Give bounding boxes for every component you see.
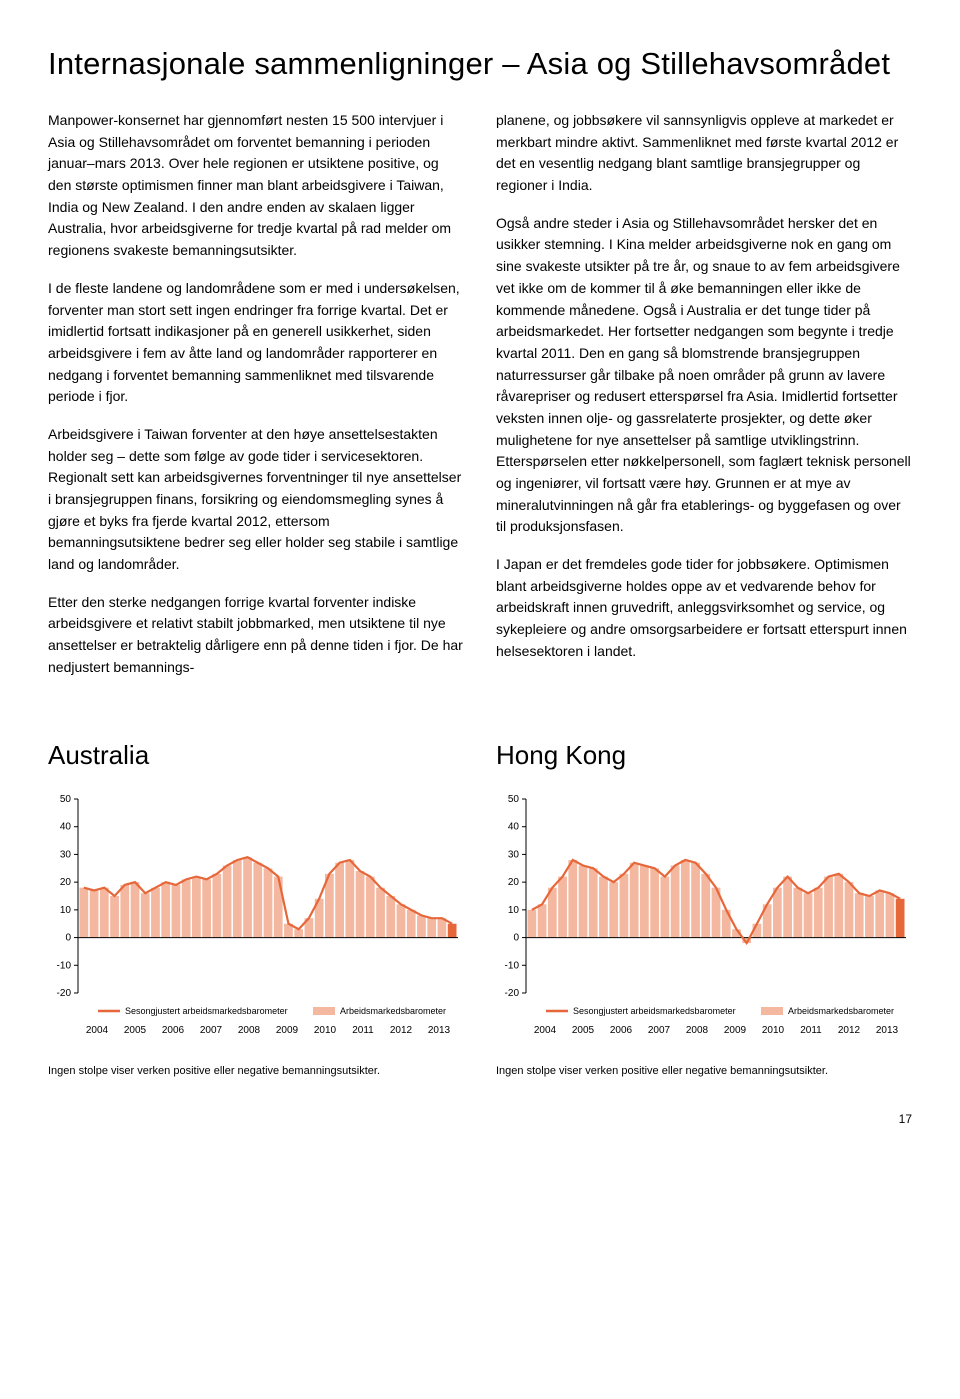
svg-text:-10: -10	[57, 960, 72, 971]
svg-text:2011: 2011	[352, 1025, 374, 1036]
svg-text:2009: 2009	[724, 1025, 747, 1036]
charts-row: Australia 50403020100-10-20Sesongjustert…	[48, 735, 912, 1080]
svg-text:40: 40	[508, 822, 520, 833]
chart-footnote: Ingen stolpe viser verken positive eller…	[48, 1063, 464, 1080]
svg-text:-10: -10	[505, 960, 520, 971]
chart-hongkong: Hong Kong 50403020100-10-20Sesongjustert…	[496, 735, 912, 1080]
right-column: planene, og jobbsøkere vil sannsynligvis…	[496, 110, 912, 695]
svg-text:20: 20	[60, 877, 72, 888]
svg-text:30: 30	[508, 849, 520, 860]
svg-text:Arbeidsmarkedsbarometer: Arbeidsmarkedsbarometer	[340, 1006, 446, 1016]
paragraph: Etter den sterke nedgangen forrige kvart…	[48, 592, 464, 679]
paragraph: planene, og jobbsøkere vil sannsynligvis…	[496, 110, 912, 197]
chart-title: Australia	[48, 735, 464, 775]
svg-text:2006: 2006	[162, 1025, 185, 1036]
svg-text:2011: 2011	[800, 1025, 822, 1036]
left-column: Manpower-konsernet har gjennomført neste…	[48, 110, 464, 695]
svg-text:2005: 2005	[572, 1025, 595, 1036]
svg-text:2012: 2012	[838, 1025, 861, 1036]
chart-svg: 50403020100-10-20Sesongjustert arbeidsma…	[496, 793, 912, 1053]
svg-text:2012: 2012	[390, 1025, 413, 1036]
chart-australia: Australia 50403020100-10-20Sesongjustert…	[48, 735, 464, 1080]
paragraph: Arbeidsgivere i Taiwan forventer at den …	[48, 424, 464, 576]
svg-text:2010: 2010	[314, 1025, 337, 1036]
svg-text:50: 50	[508, 794, 520, 805]
svg-text:-20: -20	[505, 988, 520, 999]
chart-svg: 50403020100-10-20Sesongjustert arbeidsma…	[48, 793, 464, 1053]
svg-text:Arbeidsmarkedsbarometer: Arbeidsmarkedsbarometer	[788, 1006, 894, 1016]
svg-text:2008: 2008	[238, 1025, 261, 1036]
svg-text:30: 30	[60, 849, 72, 860]
chart-title: Hong Kong	[496, 735, 912, 775]
svg-text:40: 40	[60, 822, 72, 833]
page-number: 17	[48, 1110, 912, 1129]
paragraph: I de fleste landene og landområdene som …	[48, 278, 464, 408]
svg-text:0: 0	[65, 932, 71, 943]
svg-text:2006: 2006	[610, 1025, 633, 1036]
svg-text:Sesongjustert arbeidsmarkedsba: Sesongjustert arbeidsmarkedsbarometer	[125, 1006, 288, 1016]
svg-text:2007: 2007	[648, 1025, 671, 1036]
svg-text:2013: 2013	[876, 1025, 899, 1036]
paragraph: Manpower-konsernet har gjennomført neste…	[48, 110, 464, 262]
svg-text:2004: 2004	[534, 1025, 557, 1036]
svg-text:10: 10	[60, 905, 72, 916]
svg-text:0: 0	[513, 932, 519, 943]
svg-text:2013: 2013	[428, 1025, 451, 1036]
paragraph: Også andre steder i Asia og Stillehavsom…	[496, 213, 912, 538]
page-title: Internasjonale sammenligninger – Asia og…	[48, 40, 912, 88]
svg-text:10: 10	[508, 905, 520, 916]
paragraph: I Japan er det fremdeles gode tider for …	[496, 554, 912, 662]
svg-text:-20: -20	[57, 988, 72, 999]
text-columns: Manpower-konsernet har gjennomført neste…	[48, 110, 912, 695]
svg-text:2008: 2008	[686, 1025, 709, 1036]
svg-text:2004: 2004	[86, 1025, 109, 1036]
svg-text:50: 50	[60, 794, 72, 805]
svg-text:20: 20	[508, 877, 520, 888]
chart-footnote: Ingen stolpe viser verken positive eller…	[496, 1063, 912, 1080]
svg-text:2005: 2005	[124, 1025, 147, 1036]
svg-text:2007: 2007	[200, 1025, 223, 1036]
svg-text:2010: 2010	[762, 1025, 785, 1036]
svg-text:2009: 2009	[276, 1025, 299, 1036]
svg-text:Sesongjustert arbeidsmarkedsba: Sesongjustert arbeidsmarkedsbarometer	[573, 1006, 736, 1016]
